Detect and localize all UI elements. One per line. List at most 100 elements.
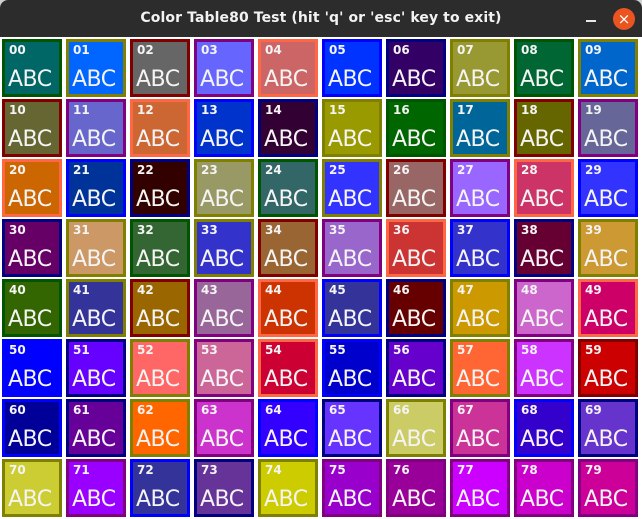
swatch-index-label: 39 [585, 223, 602, 237]
swatch-index-label: 76 [393, 463, 410, 477]
color-swatch: 56 ABC [386, 339, 446, 397]
swatch-index-label: 53 [201, 343, 218, 357]
color-swatch: 19 ABC [578, 99, 638, 157]
swatch-index-label: 69 [585, 403, 602, 417]
color-swatch: 30 ABC [2, 219, 62, 277]
swatch-index-label: 27 [457, 163, 474, 177]
swatch-index-label: 03 [201, 43, 218, 57]
swatch-sample-text: ABC [200, 127, 244, 152]
swatch-sample-text: ABC [200, 427, 244, 452]
color-swatch: 46 ABC [386, 279, 446, 337]
swatch-sample-text: ABC [264, 67, 308, 92]
color-swatch: 10 ABC [2, 99, 62, 157]
swatch-sample-text: ABC [520, 427, 564, 452]
swatch-sample-text: ABC [72, 307, 116, 332]
swatch-sample-text: ABC [328, 367, 372, 392]
swatch-index-label: 35 [329, 223, 346, 237]
color-swatch: 07 ABC [450, 39, 510, 97]
swatch-index-label: 50 [9, 343, 26, 357]
color-swatch: 34 ABC [258, 219, 318, 277]
swatch-sample-text: ABC [72, 367, 116, 392]
color-swatch: 05 ABC [322, 39, 382, 97]
swatch-sample-text: ABC [136, 427, 180, 452]
swatch-index-label: 21 [73, 163, 90, 177]
swatch-index-label: 12 [137, 103, 154, 117]
color-swatch: 03 ABC [194, 39, 254, 97]
swatch-index-label: 01 [73, 43, 90, 57]
swatch-sample-text: ABC [392, 427, 436, 452]
swatch-index-label: 56 [393, 343, 410, 357]
color-swatch: 00 ABC [2, 39, 62, 97]
swatch-sample-text: ABC [520, 307, 564, 332]
swatch-sample-text: ABC [584, 307, 628, 332]
color-swatch: 75 ABC [322, 459, 382, 517]
color-swatch: 26 ABC [386, 159, 446, 217]
color-swatch: 58 ABC [514, 339, 574, 397]
close-button[interactable]: × [613, 8, 635, 30]
swatch-sample-text: ABC [328, 307, 372, 332]
window-title: Color Table80 Test (hit 'q' or 'esc' key… [140, 10, 502, 26]
swatch-sample-text: ABC [328, 427, 372, 452]
color-swatch: 47 ABC [450, 279, 510, 337]
swatch-sample-text: ABC [136, 307, 180, 332]
swatch-sample-text: ABC [456, 307, 500, 332]
swatch-index-label: 31 [73, 223, 90, 237]
color-swatch: 20 ABC [2, 159, 62, 217]
swatch-sample-text: ABC [456, 367, 500, 392]
swatch-index-label: 46 [393, 283, 410, 297]
swatch-index-label: 24 [265, 163, 282, 177]
color-swatch: 76 ABC [386, 459, 446, 517]
color-swatch: 23 ABC [194, 159, 254, 217]
swatch-index-label: 17 [457, 103, 474, 117]
color-swatch: 12 ABC [130, 99, 190, 157]
swatch-index-label: 32 [137, 223, 154, 237]
color-swatch: 04 ABC [258, 39, 318, 97]
swatch-index-label: 68 [521, 403, 538, 417]
color-swatch: 59 ABC [578, 339, 638, 397]
color-swatch: 49 ABC [578, 279, 638, 337]
swatch-sample-text: ABC [264, 247, 308, 272]
color-grid: 00 ABC 01 ABC 02 ABC 03 ABC 04 ABC 05 ABC 06 ABC 07 ABC… [0, 37, 642, 519]
swatch-sample-text: ABC [8, 487, 52, 512]
swatch-sample-text: ABC [72, 127, 116, 152]
swatch-sample-text: ABC [136, 127, 180, 152]
swatch-index-label: 72 [137, 463, 154, 477]
swatch-index-label: 52 [137, 343, 154, 357]
swatch-index-label: 11 [73, 103, 90, 117]
swatch-index-label: 77 [457, 463, 474, 477]
swatch-index-label: 41 [73, 283, 90, 297]
swatch-sample-text: ABC [392, 127, 436, 152]
swatch-index-label: 26 [393, 163, 410, 177]
color-swatch: 27 ABC [450, 159, 510, 217]
swatch-sample-text: ABC [200, 67, 244, 92]
swatch-index-label: 05 [329, 43, 346, 57]
swatch-sample-text: ABC [8, 127, 52, 152]
title-bar[interactable]: Color Table80 Test (hit 'q' or 'esc' key… [0, 0, 642, 37]
color-swatch: 57 ABC [450, 339, 510, 397]
swatch-index-label: 07 [457, 43, 474, 57]
minimize-icon[interactable] [584, 12, 598, 26]
swatch-index-label: 64 [265, 403, 282, 417]
swatch-sample-text: ABC [8, 427, 52, 452]
swatch-sample-text: ABC [264, 367, 308, 392]
color-swatch: 69 ABC [578, 399, 638, 457]
color-swatch: 74 ABC [258, 459, 318, 517]
swatch-sample-text: ABC [328, 67, 372, 92]
swatch-index-label: 60 [9, 403, 26, 417]
swatch-sample-text: ABC [136, 487, 180, 512]
swatch-sample-text: ABC [328, 487, 372, 512]
color-swatch: 29 ABC [578, 159, 638, 217]
swatch-sample-text: ABC [136, 187, 180, 212]
color-swatch: 22 ABC [130, 159, 190, 217]
color-swatch: 13 ABC [194, 99, 254, 157]
color-swatch: 02 ABC [130, 39, 190, 97]
swatch-index-label: 15 [329, 103, 346, 117]
swatch-index-label: 09 [585, 43, 602, 57]
color-swatch: 24 ABC [258, 159, 318, 217]
swatch-sample-text: ABC [200, 487, 244, 512]
color-swatch: 77 ABC [450, 459, 510, 517]
swatch-sample-text: ABC [136, 67, 180, 92]
swatch-index-label: 22 [137, 163, 154, 177]
swatch-sample-text: ABC [200, 187, 244, 212]
